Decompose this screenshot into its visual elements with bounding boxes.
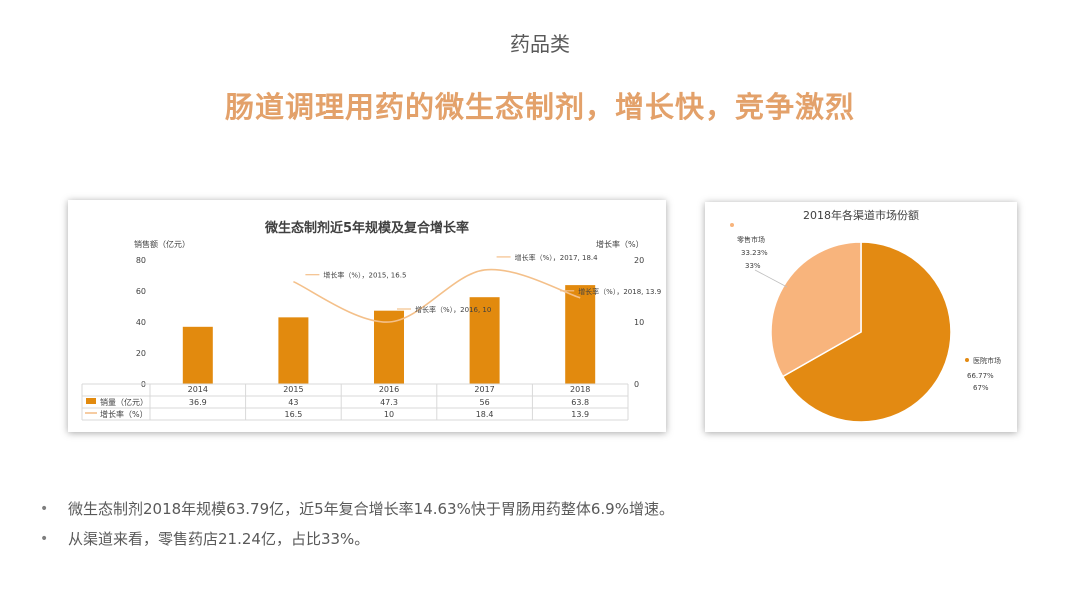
y-tick-label: 60 bbox=[136, 287, 146, 296]
bar bbox=[182, 326, 213, 384]
table-value: 16.5 bbox=[284, 410, 302, 419]
table-value: 63.8 bbox=[571, 398, 589, 407]
legend-line-label: 增长率（%） bbox=[100, 409, 148, 419]
section-label: 药品类 bbox=[510, 32, 570, 56]
table-value: 56 bbox=[480, 398, 490, 407]
line-data-label: 增长率（%），2018, 13.9 bbox=[578, 287, 661, 296]
bar-chart-card: 微生态制剂近5年规模及复合增长率 销售额（亿元） 增长率（%） 0 20 40 60 8… bbox=[68, 200, 666, 432]
x-tick-label: 2014 bbox=[188, 385, 208, 394]
line-data-label: 增长率（%），2017, 18.4 bbox=[515, 253, 599, 262]
pie-label-name: 零售市场 bbox=[737, 235, 765, 244]
pie-slice bbox=[770, 241, 862, 378]
page-headline: 肠道调理用药的微生态制剂，增长快，竞争激烈 bbox=[224, 90, 855, 124]
growth-line bbox=[293, 268, 581, 323]
table-value: 18.4 bbox=[476, 410, 494, 419]
legend-bar-swatch bbox=[86, 398, 96, 404]
table-value: 13.9 bbox=[571, 410, 589, 419]
y2-tick-label: 10 bbox=[634, 318, 644, 327]
line-data-label: 增长率（%），2016, 10 bbox=[415, 305, 491, 314]
pie-chart: 2018年各渠道市场份额 医院市场 66.77% 67% 零售市场 33.23% 33% bbox=[730, 208, 1001, 423]
pie-label-marker bbox=[730, 223, 734, 227]
table-value: 47.3 bbox=[380, 398, 398, 407]
pie-chart-card: 2018年各渠道市场份额 医院市场 66.77% 67% 零售市场 33.23% 33% bbox=[705, 202, 1017, 432]
pie-slice bbox=[781, 241, 952, 423]
pie-label-pct: 33.23% bbox=[741, 249, 768, 257]
y-axis-label: 销售额（亿元） bbox=[134, 239, 190, 249]
x-tick-label: 2017 bbox=[474, 385, 494, 394]
bullet-list: • 微生态制剂2018年规模63.79亿，近5年复合增长率14.63%快于胃肠用药… bbox=[40, 494, 674, 554]
legend-bar-label: 销量（亿元） bbox=[100, 397, 148, 407]
x-tick-label: 2018 bbox=[570, 385, 590, 394]
pie-label-round: 33% bbox=[745, 262, 761, 270]
bullet-item: • 从渠道来看，零售药店21.24亿，占比33%。 bbox=[40, 524, 674, 554]
bullet-text: 微生态制剂2018年规模63.79亿，近5年复合增长率14.63%快于胃肠用药整… bbox=[68, 500, 674, 518]
table-value: 36.9 bbox=[189, 398, 207, 407]
bullet-dot: • bbox=[40, 531, 49, 547]
table-value: 10 bbox=[384, 410, 394, 419]
bar bbox=[469, 297, 500, 384]
bar bbox=[374, 310, 404, 384]
x-tick-label: 2015 bbox=[283, 385, 303, 394]
pie-label-marker bbox=[965, 358, 969, 362]
pie-label-round: 67% bbox=[973, 384, 989, 392]
y-tick-label: 20 bbox=[136, 349, 146, 358]
y2-tick-label: 20 bbox=[634, 256, 644, 265]
x-tick-label: 2016 bbox=[379, 385, 399, 394]
y2-tick-label: 0 bbox=[634, 380, 639, 389]
pie-label-name: 医院市场 bbox=[973, 356, 1001, 365]
line-data-label: 增长率（%），2015, 16.5 bbox=[323, 271, 406, 280]
bar bbox=[278, 317, 309, 384]
pie-leader-line bbox=[754, 269, 788, 288]
y2-axis-label: 增长率（%） bbox=[596, 239, 644, 249]
pie-title: 2018年各渠道市场份额 bbox=[803, 208, 919, 222]
bullet-dot: • bbox=[40, 501, 49, 517]
bullet-text: 从渠道来看，零售药店21.24亿，占比33%。 bbox=[68, 530, 370, 548]
table-value: 43 bbox=[288, 398, 298, 407]
bar-chart: 微生态制剂近5年规模及复合增长率 销售额（亿元） 增长率（%） 0 20 40 60 8… bbox=[81, 220, 661, 421]
y-tick-label: 80 bbox=[136, 256, 146, 265]
bar bbox=[565, 285, 596, 384]
y-tick-label: 40 bbox=[136, 318, 146, 327]
chart-title: 微生态制剂近5年规模及复合增长率 bbox=[264, 220, 469, 236]
bullet-item: • 微生态制剂2018年规模63.79亿，近5年复合增长率14.63%快于胃肠用药… bbox=[40, 494, 674, 524]
pie-label-pct: 66.77% bbox=[967, 372, 994, 380]
